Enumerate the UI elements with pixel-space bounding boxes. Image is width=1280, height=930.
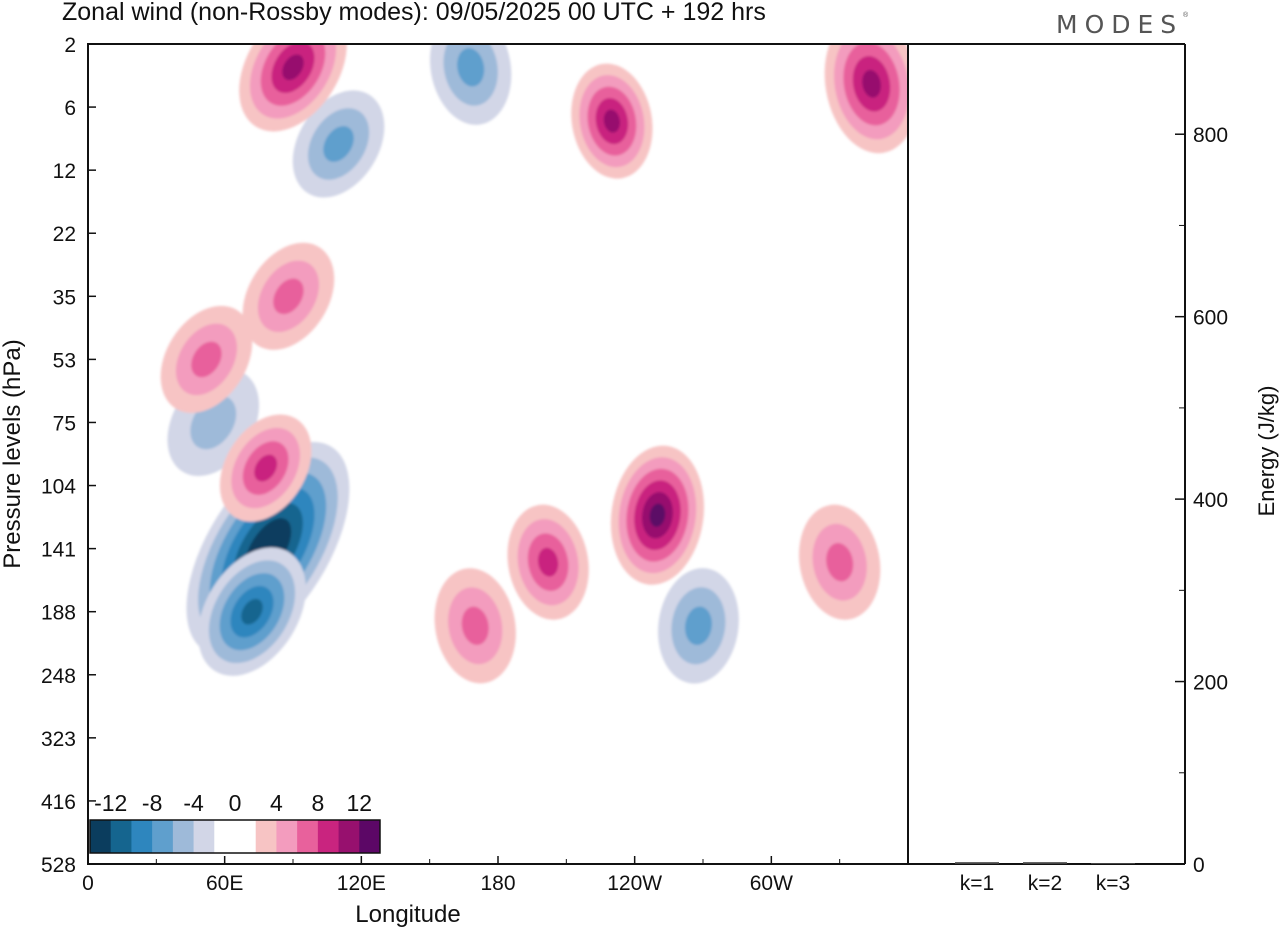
contour-feature <box>507 504 589 620</box>
y-tick-label: 22 <box>53 223 76 246</box>
contour-feature <box>292 90 385 198</box>
x-tick-label: 120W <box>607 872 662 895</box>
y-tick-label: 323 <box>41 728 76 751</box>
colorbar-outline <box>89 819 381 854</box>
y-tick-label: 6 <box>64 97 76 120</box>
colorbar-swatch <box>110 820 132 853</box>
colorbar-label: 8 <box>311 790 324 816</box>
colorbar-swatch <box>297 820 319 853</box>
energy-bar <box>1023 862 1067 864</box>
energy-bar <box>955 862 999 864</box>
y-tick-label: 75 <box>53 412 76 435</box>
y-tick-label: 2 <box>64 34 76 57</box>
colorbar-swatch <box>235 820 257 853</box>
energy-tick-label: 200 <box>1193 672 1228 695</box>
chart-title: Zonal wind (non-Rossby modes): 09/05/202… <box>62 0 766 26</box>
contour-band <box>282 54 304 81</box>
colorbar-label: 4 <box>270 790 283 816</box>
colorbar-swatch <box>214 820 236 853</box>
y-tick-label: 35 <box>53 286 76 309</box>
colorbar-label: -4 <box>183 790 204 816</box>
energy-category-label: k=2 <box>1028 872 1062 895</box>
contour-band <box>254 454 278 482</box>
contour-feature <box>799 504 881 620</box>
energy-tick-label: 600 <box>1193 307 1228 330</box>
y-tick-label: 188 <box>41 602 76 625</box>
x-tick-label: 60W <box>750 872 793 895</box>
contour-band <box>826 543 854 582</box>
contour-feature <box>658 568 739 684</box>
energy-category-label: k=1 <box>960 872 994 895</box>
y-tick-label: 53 <box>53 349 76 372</box>
contour-band <box>862 69 881 98</box>
contour-band <box>323 126 354 162</box>
energy-panel: 0 200 400 600 800 Energy (J/kg) k=1 k=2 k=3 <box>955 124 1279 895</box>
contour-feature <box>219 414 312 522</box>
contour-feature <box>610 445 705 585</box>
contour-band <box>649 503 666 527</box>
y-axis-label: Pressure levels (hPa) <box>0 339 26 568</box>
contour-band <box>603 109 621 133</box>
energy-tick-label: 0 <box>1193 854 1205 877</box>
y-tick-label: 528 <box>41 854 76 877</box>
contour-band <box>461 606 489 645</box>
contour-feature <box>434 568 516 684</box>
colorbar-swatch <box>317 820 340 853</box>
contour-feature <box>571 63 653 179</box>
colorbar-label: 12 <box>346 790 372 816</box>
colorbar-swatch <box>152 820 174 853</box>
contour-band <box>191 341 222 378</box>
colorbar-swatch <box>338 820 360 853</box>
colorbar: -12 -8 -4 0 4 8 12 <box>89 790 381 854</box>
contour-feature <box>824 44 908 154</box>
colorbar-swatch <box>276 820 298 853</box>
colorbar-label: -12 <box>94 790 127 816</box>
contour-feature <box>239 44 347 132</box>
energy-tick-label: 400 <box>1193 489 1228 512</box>
energy-axis-label: Energy (J/kg) <box>1254 386 1279 517</box>
contour-band <box>537 547 559 577</box>
y-tick-label: 104 <box>41 476 76 499</box>
colorbar-label: -8 <box>142 790 162 816</box>
y-tick-label: 141 <box>41 539 76 562</box>
colorbar-swatch <box>131 820 153 853</box>
contour-feature <box>242 242 335 350</box>
contour-band <box>273 278 304 315</box>
x-tick-label: 60E <box>206 872 243 895</box>
contour-feature <box>160 305 253 413</box>
x-tick-label: 180 <box>480 872 515 895</box>
modes-logo: MODES <box>1056 10 1184 39</box>
y-tick-label: 416 <box>41 791 76 814</box>
wind-field <box>160 44 908 684</box>
colorbar-swatch <box>193 820 215 853</box>
contour-band <box>241 598 263 625</box>
energy-tick-label: 800 <box>1193 124 1228 147</box>
x-tick-label: 0 <box>82 872 94 895</box>
colorbar-swatch <box>359 820 381 853</box>
y-tick-label: 248 <box>41 665 76 688</box>
contour-band <box>685 606 712 645</box>
colorbar-label: 0 <box>229 790 242 816</box>
contour-band <box>457 48 485 87</box>
contour-feature <box>198 547 306 676</box>
registered-mark: ® <box>1183 12 1189 19</box>
colorbar-swatch <box>172 820 195 853</box>
energy-bar <box>1091 863 1135 864</box>
colorbar-swatch <box>255 820 277 853</box>
x-tick-label: 120E <box>337 872 386 895</box>
y-tick-label: 12 <box>53 160 76 183</box>
colorbar-swatch <box>90 820 112 853</box>
contour-feature <box>430 44 512 125</box>
x-axis-label: Longitude <box>355 901 460 928</box>
energy-category-label: k=3 <box>1096 872 1130 895</box>
